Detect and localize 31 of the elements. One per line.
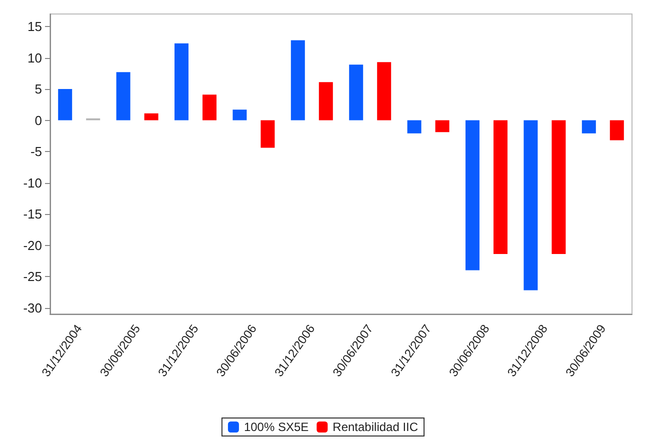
y-tick-label: 15 <box>28 19 42 34</box>
bar <box>290 40 305 120</box>
legend-label: Rentabilidad IIC <box>332 420 418 434</box>
bar <box>260 120 275 148</box>
y-tick-label: 5 <box>34 82 42 96</box>
legend-label: 100% SX5E <box>244 420 309 434</box>
bar <box>552 120 566 254</box>
bar <box>524 120 538 290</box>
bar <box>318 82 333 120</box>
bar <box>377 62 392 120</box>
y-tick-label: 10 <box>28 50 42 66</box>
bar <box>58 89 72 120</box>
bar <box>116 72 130 120</box>
bar <box>582 120 596 134</box>
y-tick-label: -20 <box>23 238 42 253</box>
bar <box>202 94 216 120</box>
y-tick-label: -10 <box>23 175 42 190</box>
bar <box>494 120 508 254</box>
bar <box>466 120 480 270</box>
bar <box>174 43 188 120</box>
y-tick-label: -25 <box>23 269 42 284</box>
bar <box>435 120 450 132</box>
y-tick-label: -5 <box>30 144 42 159</box>
bar <box>407 120 422 134</box>
bar <box>349 64 364 120</box>
bar <box>610 120 624 140</box>
bar <box>232 110 247 120</box>
y-tick-label: -15 <box>23 206 42 222</box>
y-tick-label: -30 <box>23 300 42 316</box>
y-tick-label: 0 <box>34 112 42 128</box>
bar <box>144 113 158 120</box>
